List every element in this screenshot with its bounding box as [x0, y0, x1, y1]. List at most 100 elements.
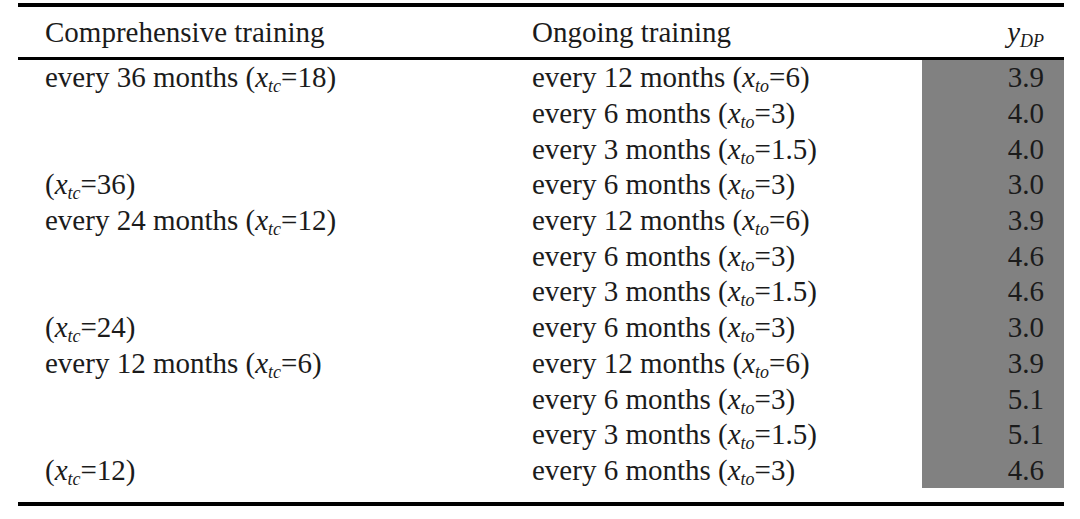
table-row: every 36 months (xtc=18) every 12 months…: [18, 60, 1064, 96]
ongoing-text: every 6 months (: [532, 454, 728, 486]
table-row: (xtc=12) every 6 months (xto=3) 4.6: [18, 453, 1064, 489]
ydp-variable: y: [1007, 16, 1020, 48]
ongoing-text: every 6 months (: [532, 311, 728, 343]
xto-variable: x: [728, 418, 741, 450]
xto-subscript: to: [741, 112, 755, 130]
comprehensive-value: =36): [81, 168, 136, 200]
xtc-variable: x: [55, 168, 68, 200]
ongoing-value: =3): [755, 168, 796, 200]
ydp-value-cell: 5.1: [922, 381, 1064, 417]
comprehensive-cell: every 36 months (xtc=18): [18, 61, 532, 94]
xtc-subscript: tc: [268, 76, 281, 94]
comprehensive-cell: (xtc=36): [18, 168, 532, 201]
xtc-subscript: tc: [268, 362, 281, 380]
comprehensive-text: (: [45, 168, 55, 200]
ydp-value-cell: 4.0: [922, 131, 1064, 167]
ongoing-text: every 3 months (: [532, 275, 728, 307]
ongoing-value: =6): [769, 347, 810, 379]
table-row: every 3 months (xto=1.5) 4.6: [18, 274, 1064, 310]
xto-variable: x: [728, 454, 741, 486]
xto-variable: x: [728, 383, 741, 415]
xto-subscript: to: [741, 148, 755, 166]
xto-subscript: to: [741, 469, 755, 487]
ongoing-cell: every 12 months (xto=6): [532, 61, 922, 94]
ydp-value-cell: 3.9: [922, 346, 1064, 382]
ongoing-cell: every 3 months (xto=1.5): [532, 275, 922, 308]
comprehensive-cell: every 24 months (xtc=12): [18, 204, 532, 237]
ongoing-cell: every 6 months (xto=3): [532, 454, 922, 487]
ongoing-value: =1.5): [755, 133, 817, 165]
table-row: every 12 months (xtc=6) every 12 months …: [18, 346, 1064, 382]
table-row: every 6 months (xto=3) 4.0: [18, 96, 1064, 132]
ydp-value-cell: 4.6: [922, 238, 1064, 274]
ydp-value: 5.1: [1008, 418, 1044, 451]
ongoing-cell: every 6 months (xto=3): [532, 383, 922, 416]
table-bottom-spacer: [18, 488, 1064, 502]
ongoing-cell: every 6 months (xto=3): [532, 311, 922, 344]
table-row: every 3 months (xto=1.5) 5.1: [18, 417, 1064, 453]
xto-variable: x: [742, 347, 755, 379]
ydp-value: 4.0: [1008, 133, 1044, 166]
xto-subscript: to: [741, 433, 755, 451]
xto-variable: x: [728, 240, 741, 272]
comprehensive-value: =12): [281, 204, 336, 236]
header-ydp: yDP: [922, 16, 1064, 49]
ongoing-cell: every 6 months (xto=3): [532, 168, 922, 201]
comprehensive-value: =18): [281, 61, 336, 93]
xtc-subscript: tc: [68, 469, 81, 487]
xtc-variable: x: [255, 204, 268, 236]
comprehensive-cell: (xtc=12): [18, 454, 532, 487]
ongoing-text: every 6 months (: [532, 168, 728, 200]
comprehensive-text: every 12 months (: [45, 347, 255, 379]
ydp-value-cell: 4.6: [922, 453, 1064, 489]
ongoing-cell: every 3 months (xto=1.5): [532, 418, 922, 451]
ydp-value-cell: 3.9: [922, 203, 1064, 239]
table-row: (xtc=24) every 6 months (xto=3) 3.0: [18, 310, 1064, 346]
xtc-variable: x: [55, 454, 68, 486]
ydp-value: 3.9: [1008, 347, 1044, 380]
comprehensive-text: (: [45, 311, 55, 343]
table-bottom-rule: [18, 502, 1064, 506]
xto-subscript: to: [741, 183, 755, 201]
ongoing-value: =3): [755, 240, 796, 272]
xto-variable: x: [742, 61, 755, 93]
ongoing-text: every 3 months (: [532, 418, 728, 450]
ydp-value: 5.1: [1008, 383, 1044, 416]
ongoing-value: =3): [755, 454, 796, 486]
header-comprehensive-training: Comprehensive training: [18, 16, 532, 49]
ydp-value: 4.6: [1008, 454, 1044, 487]
comprehensive-text: every 24 months (: [45, 204, 255, 236]
xtc-subscript: tc: [268, 219, 281, 237]
ydp-value: 3.0: [1008, 168, 1044, 201]
ongoing-text: every 3 months (: [532, 133, 728, 165]
ongoing-cell: every 3 months (xto=1.5): [532, 133, 922, 166]
comprehensive-cell: every 12 months (xtc=6): [18, 347, 532, 380]
xtc-subscript: tc: [68, 183, 81, 201]
xto-subscript: to: [755, 362, 769, 380]
ongoing-text: every 12 months (: [532, 61, 742, 93]
xto-subscript: to: [741, 291, 755, 309]
ongoing-value: =3): [755, 97, 796, 129]
results-table: Comprehensive training Ongoing training …: [18, 3, 1064, 506]
ydp-value: 4.6: [1008, 240, 1044, 273]
xtc-variable: x: [255, 61, 268, 93]
table-body: every 36 months (xtc=18) every 12 months…: [18, 60, 1064, 488]
comprehensive-text: (: [45, 454, 55, 486]
xto-variable: x: [728, 168, 741, 200]
paper-table-figure: Comprehensive training Ongoing training …: [0, 0, 1080, 519]
ongoing-text: every 12 months (: [532, 347, 742, 379]
table-row: every 3 months (xto=1.5) 4.0: [18, 131, 1064, 167]
ongoing-value: =3): [755, 383, 796, 415]
ongoing-text: every 6 months (: [532, 383, 728, 415]
ongoing-value: =1.5): [755, 275, 817, 307]
ydp-value-cell: 3.9: [922, 60, 1064, 96]
table-header-row: Comprehensive training Ongoing training …: [18, 7, 1064, 57]
ongoing-value: =6): [769, 61, 810, 93]
ydp-value: 3.0: [1008, 311, 1044, 344]
comprehensive-text: every 36 months (: [45, 61, 255, 93]
xto-variable: x: [728, 97, 741, 129]
ongoing-cell: every 6 months (xto=3): [532, 97, 922, 130]
ydp-value: 4.6: [1008, 275, 1044, 308]
ongoing-value: =1.5): [755, 418, 817, 450]
ongoing-cell: every 6 months (xto=3): [532, 240, 922, 273]
